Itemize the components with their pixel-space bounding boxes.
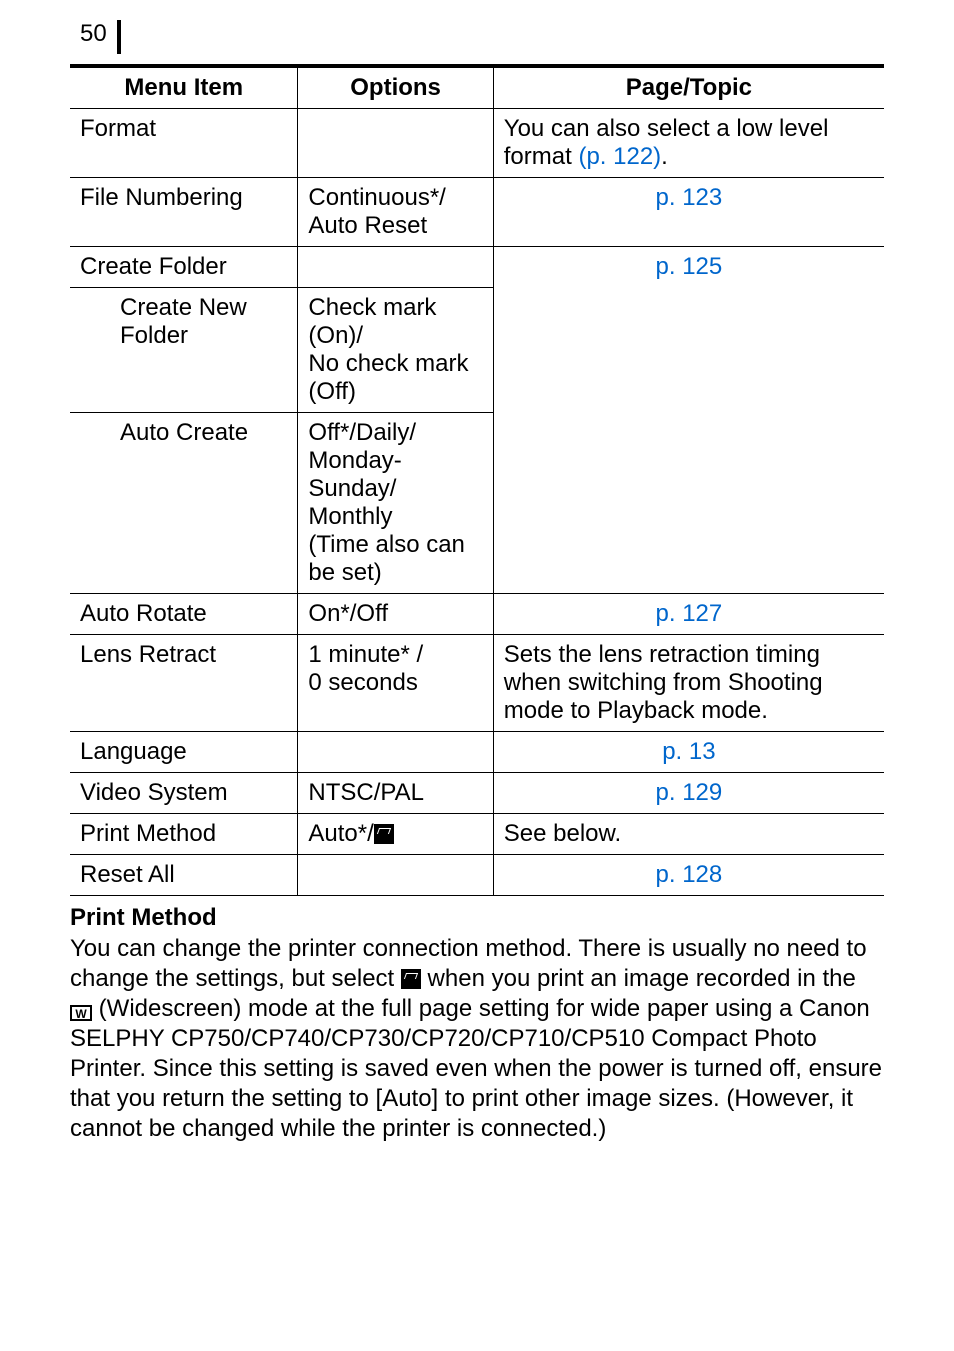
cell-lens-label: Lens Retract — [70, 635, 298, 732]
cell-autorotate-label: Auto Rotate — [70, 594, 298, 635]
cell-reset-options — [298, 855, 493, 896]
language-link[interactable]: p. 13 — [662, 738, 715, 765]
row-create-new-folder: Create New Folder Check mark (On)/ No ch… — [70, 288, 884, 413]
row-lens-retract: Lens Retract 1 minute* / 0 seconds Sets … — [70, 635, 884, 732]
cell-lens-options: 1 minute* / 0 seconds — [298, 635, 493, 732]
row-language: Language p. 13 — [70, 732, 884, 773]
cell-format-label: Format — [70, 109, 298, 178]
row-video-system: Video System NTSC/PAL p. 129 — [70, 773, 884, 814]
row-print-method: Print Method Auto*/ See below. — [70, 814, 884, 855]
cnf-label-text: Create New Folder — [80, 294, 287, 350]
cell-lang-options — [298, 732, 493, 773]
row-auto-create: Auto Create Off*/Daily/ Monday-Sunday/ M… — [70, 413, 884, 594]
col-menu-item: Menu Item — [70, 68, 298, 109]
cell-cnf-options: Check mark (On)/ No check mark (Off) — [298, 288, 493, 413]
cell-lang-label: Language — [70, 732, 298, 773]
print-type-icon-inline — [401, 969, 421, 989]
table-header-row: Menu Item Options Page/Topic — [70, 68, 884, 109]
cell-reset-topic: p. 128 — [493, 855, 884, 896]
cell-video-topic: p. 129 — [493, 773, 884, 814]
video-system-link[interactable]: p. 129 — [656, 779, 723, 806]
cell-format-topic: You can also select a low level format (… — [493, 109, 884, 178]
col-page-topic: Page/Topic — [493, 68, 884, 109]
col-options: Options — [298, 68, 493, 109]
row-create-folder: Create Folder p. 125 — [70, 247, 884, 288]
print-type-icon — [374, 824, 394, 844]
cell-reset-label: Reset All — [70, 855, 298, 896]
reset-all-link[interactable]: p. 128 — [656, 861, 723, 888]
page-header: 50 — [70, 20, 884, 54]
widescreen-icon: W — [70, 1005, 92, 1021]
section-title: Print Method — [70, 904, 884, 932]
cell-autocreate-options: Off*/Daily/ Monday-Sunday/ Monthly (Time… — [298, 413, 493, 594]
cell-video-options: NTSC/PAL — [298, 773, 493, 814]
page-number: 50 — [70, 20, 121, 54]
print-options-pre: Auto*/ — [308, 820, 373, 847]
print-method-body: You can change the printer connection me… — [70, 934, 884, 1144]
cell-createfolder-options — [298, 247, 493, 288]
cell-lens-topic: Sets the lens retraction timing when swi… — [493, 635, 884, 732]
cell-createfolder-label: Create Folder — [70, 247, 298, 288]
auto-rotate-link[interactable]: p. 127 — [656, 600, 723, 627]
row-format: Format You can also select a low level f… — [70, 109, 884, 178]
cell-print-options: Auto*/ — [298, 814, 493, 855]
page-container: 50 Menu Item Options Page/Topic Format Y… — [0, 0, 954, 1144]
body-part-2: when you print an image recorded in the — [421, 965, 856, 992]
cell-video-label: Video System — [70, 773, 298, 814]
cell-lang-topic: p. 13 — [493, 732, 884, 773]
cell-createfolder-topic: p. 125 — [493, 247, 884, 288]
cell-filenum-label: File Numbering — [70, 178, 298, 247]
cell-autorotate-options: On*/Off — [298, 594, 493, 635]
cell-filenum-options: Continuous*/ Auto Reset — [298, 178, 493, 247]
cell-format-options — [298, 109, 493, 178]
cell-autocreate-topic — [493, 413, 884, 594]
body-part-3: (Widescreen) mode at the full page setti… — [70, 995, 882, 1142]
cell-autocreate-label: Auto Create — [70, 413, 298, 594]
format-topic-post: . — [661, 143, 668, 170]
menu-table: Menu Item Options Page/Topic Format You … — [70, 67, 884, 896]
row-reset-all: Reset All p. 128 — [70, 855, 884, 896]
cell-cnf-label: Create New Folder — [70, 288, 298, 413]
row-auto-rotate: Auto Rotate On*/Off p. 127 — [70, 594, 884, 635]
file-numbering-link[interactable]: p. 123 — [656, 184, 723, 211]
format-link[interactable]: (p. 122) — [578, 143, 661, 170]
autocreate-label-text: Auto Create — [80, 419, 248, 447]
cell-filenum-topic: p. 123 — [493, 178, 884, 247]
cell-cnf-topic — [493, 288, 884, 413]
cell-print-topic: See below. — [493, 814, 884, 855]
cell-print-label: Print Method — [70, 814, 298, 855]
create-folder-link[interactable]: p. 125 — [656, 253, 723, 280]
cell-autorotate-topic: p. 127 — [493, 594, 884, 635]
row-file-numbering: File Numbering Continuous*/ Auto Reset p… — [70, 178, 884, 247]
